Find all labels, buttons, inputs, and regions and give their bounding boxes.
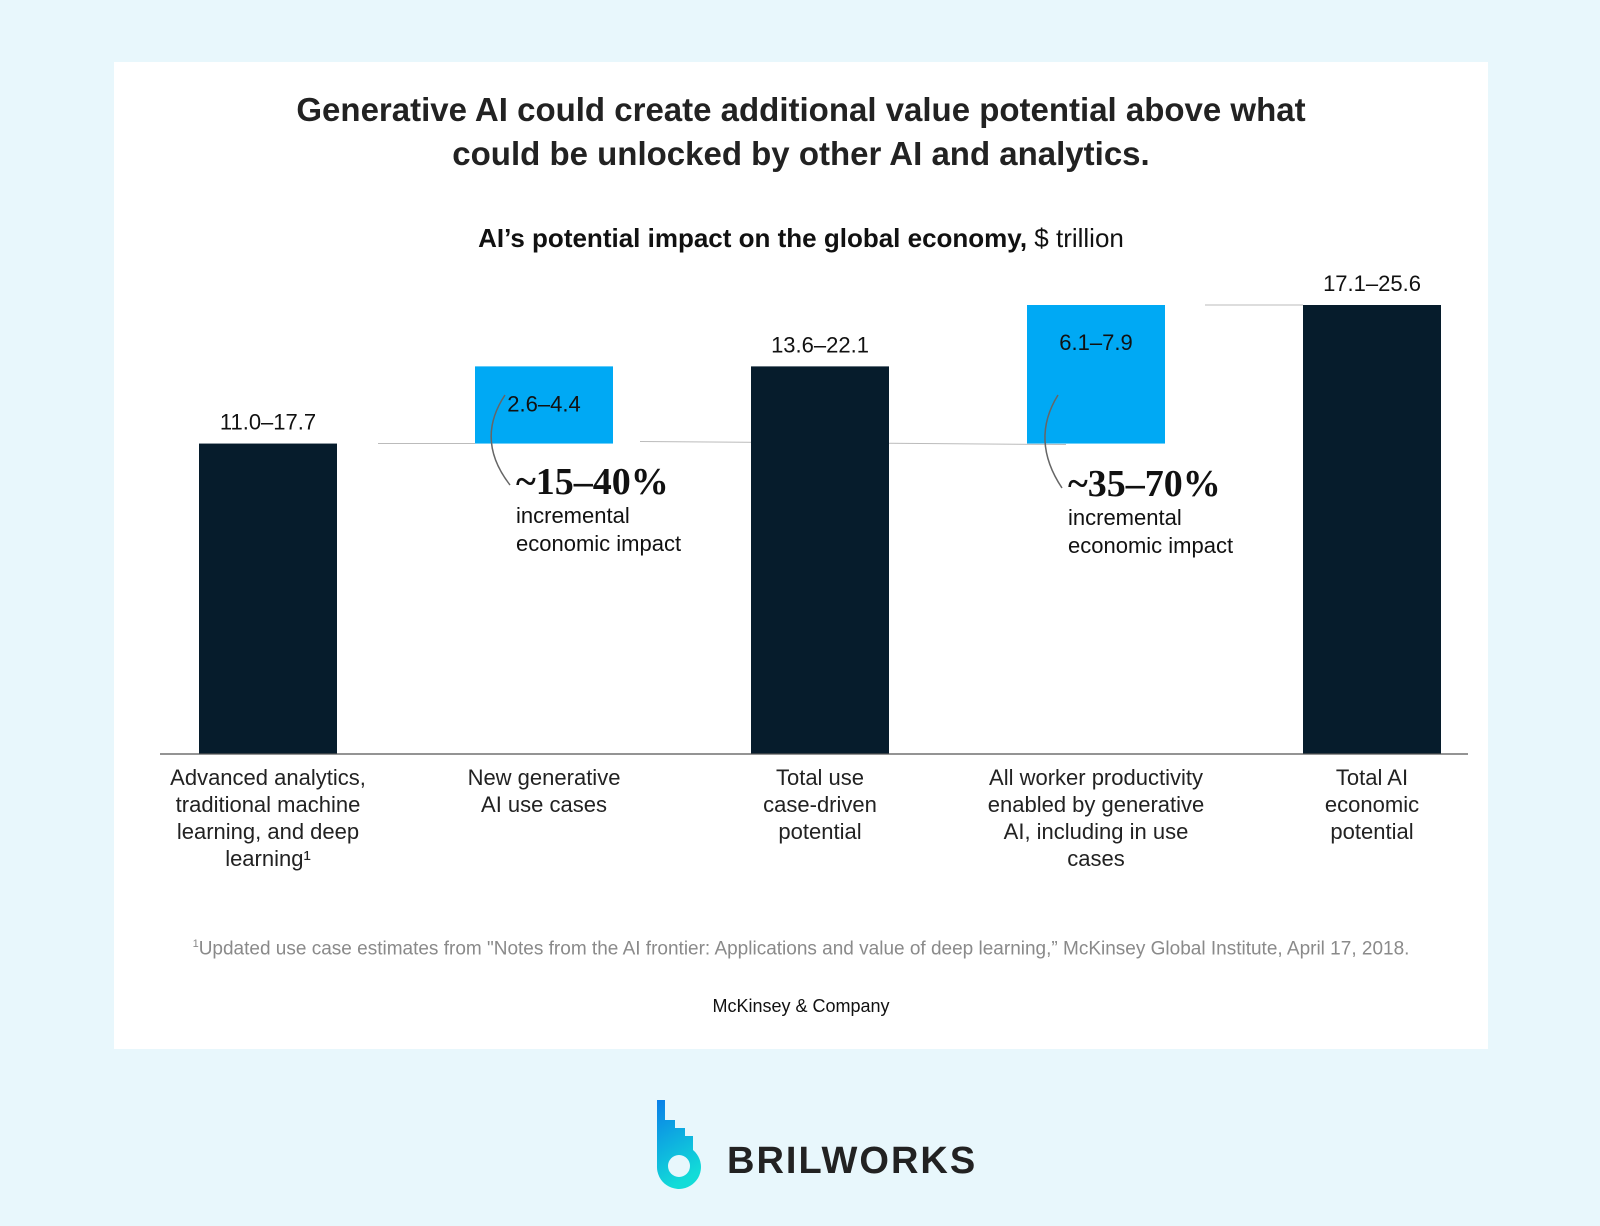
value-label: 2.6–4.4 bbox=[507, 391, 580, 416]
title-line-2: could be unlocked by other AI and analyt… bbox=[452, 135, 1150, 172]
annotation-1: ~15–40% incremental economic impact bbox=[516, 462, 716, 558]
category-label: New generative AI use cases bbox=[467, 765, 621, 817]
brand-name: BRILWORKS bbox=[727, 1140, 978, 1182]
subtitle-unit: $ trillion bbox=[1027, 223, 1124, 253]
footnote: 1Updated use case estimates from "Notes … bbox=[192, 938, 1410, 960]
chart-subtitle: AI’s potential impact on the global econ… bbox=[114, 223, 1488, 254]
annotation-value: ~15–40% bbox=[516, 461, 669, 503]
brilworks-logo-icon bbox=[656, 1100, 701, 1189]
bar-3 bbox=[751, 366, 889, 754]
value-label: 13.6–22.1 bbox=[771, 332, 869, 357]
value-label: 17.1–25.6 bbox=[1323, 271, 1421, 296]
annotation-text: incremental economic impact bbox=[1068, 505, 1234, 558]
bar-4 bbox=[1027, 305, 1165, 444]
annotation-bracket bbox=[490, 394, 511, 486]
annotation-2: ~35–70% incremental economic impact bbox=[1068, 464, 1268, 560]
category-label: All worker productivity enabled by genera… bbox=[987, 765, 1205, 871]
category-label: Total use case-driven potential bbox=[763, 765, 877, 844]
chart-title: Generative AI could create additional va… bbox=[114, 88, 1488, 176]
bar-1 bbox=[199, 443, 337, 754]
annotation-bracket bbox=[1044, 394, 1063, 489]
value-label: 11.0–17.7 bbox=[220, 410, 316, 435]
subtitle-bold: AI’s potential impact on the global econ… bbox=[478, 223, 1028, 253]
bar-5 bbox=[1303, 305, 1441, 754]
value-label: 6.1–7.9 bbox=[1059, 330, 1132, 355]
annotation-text: incremental economic impact bbox=[516, 503, 682, 556]
category-label: Total AI economic potential bbox=[1324, 765, 1420, 844]
bar-2 bbox=[475, 366, 613, 444]
source-credit: McKinsey & Company bbox=[712, 996, 890, 1016]
category-label: Advanced analytics, traditional machine le… bbox=[170, 765, 366, 871]
annotation-value: ~35–70% bbox=[1068, 463, 1221, 505]
title-line-1: Generative AI could create additional va… bbox=[296, 91, 1306, 128]
